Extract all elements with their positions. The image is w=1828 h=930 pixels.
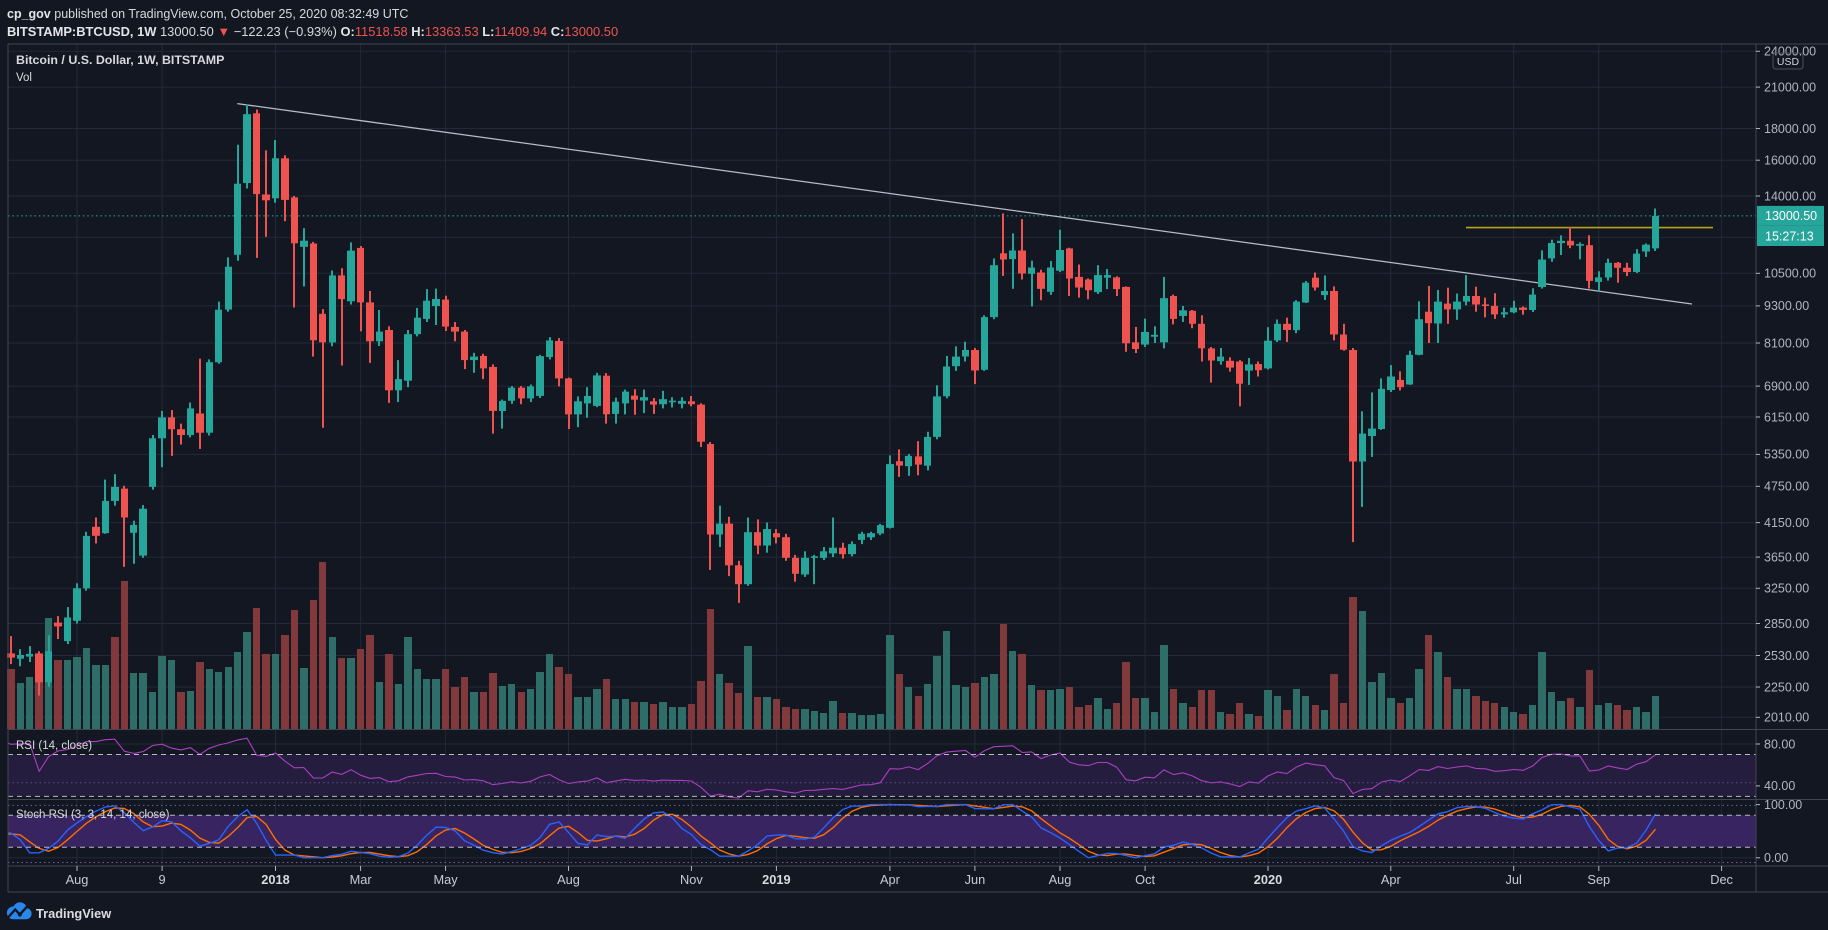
svg-text:5350.00: 5350.00 bbox=[1764, 448, 1809, 462]
svg-text:9300.00: 9300.00 bbox=[1764, 299, 1809, 313]
svg-text:13000.50: 13000.50 bbox=[1765, 209, 1817, 223]
svg-text:18000.00: 18000.00 bbox=[1764, 122, 1816, 136]
svg-text:BITSTAMP:BTCUSD, 1W 13000.50: BITSTAMP:BTCUSD, 1W 13000.50 ▼ −122.23 (… bbox=[7, 24, 618, 39]
svg-text:2250.00: 2250.00 bbox=[1764, 680, 1809, 694]
svg-text:Stoch RSI (3, 3, 14, 14, close: Stoch RSI (3, 3, 14, 14, close) bbox=[16, 809, 170, 821]
svg-text:USD: USD bbox=[1777, 56, 1800, 68]
svg-text:Oct: Oct bbox=[1135, 872, 1155, 887]
svg-text:Nov: Nov bbox=[680, 872, 703, 887]
svg-text:2020: 2020 bbox=[1254, 872, 1282, 887]
svg-text:100.00: 100.00 bbox=[1764, 798, 1802, 812]
svg-text:10500.00: 10500.00 bbox=[1764, 267, 1816, 281]
svg-text:40.00: 40.00 bbox=[1764, 779, 1795, 793]
svg-text:80.00: 80.00 bbox=[1764, 737, 1795, 751]
svg-text:Dec: Dec bbox=[1710, 872, 1733, 887]
svg-text:15:27:13: 15:27:13 bbox=[1765, 229, 1814, 243]
svg-text:TradingView: TradingView bbox=[36, 906, 111, 921]
svg-text:RSI (14, close): RSI (14, close) bbox=[16, 740, 92, 752]
svg-text:9: 9 bbox=[159, 872, 166, 887]
svg-text:Bitcoin / U.S. Dollar, 1W, BIT: Bitcoin / U.S. Dollar, 1W, BITSTAMP bbox=[16, 53, 224, 67]
svg-text:Aug: Aug bbox=[1049, 872, 1072, 887]
svg-text:Sep: Sep bbox=[1587, 872, 1610, 887]
svg-text:Mar: Mar bbox=[350, 872, 373, 887]
svg-text:2530.00: 2530.00 bbox=[1764, 649, 1809, 663]
svg-text:Jun: Jun bbox=[965, 872, 986, 887]
svg-text:8100.00: 8100.00 bbox=[1764, 336, 1809, 350]
svg-text:Vol: Vol bbox=[16, 72, 32, 84]
svg-text:6150.00: 6150.00 bbox=[1764, 410, 1809, 424]
svg-text:Aug: Aug bbox=[557, 872, 580, 887]
svg-text:cp_gov published on TradingVie: cp_gov published on TradingView.com, Oct… bbox=[7, 7, 408, 21]
svg-text:14000.00: 14000.00 bbox=[1764, 189, 1816, 203]
svg-text:Apr: Apr bbox=[880, 872, 901, 887]
svg-text:16000.00: 16000.00 bbox=[1764, 154, 1816, 168]
svg-text:21000.00: 21000.00 bbox=[1764, 80, 1816, 94]
svg-text:3250.00: 3250.00 bbox=[1764, 582, 1809, 596]
svg-text:2019: 2019 bbox=[762, 872, 790, 887]
svg-text:Jul: Jul bbox=[1506, 872, 1522, 887]
svg-text:May: May bbox=[434, 872, 459, 887]
svg-text:Aug: Aug bbox=[66, 872, 89, 887]
svg-text:4150.00: 4150.00 bbox=[1764, 516, 1809, 530]
svg-text:2018: 2018 bbox=[261, 872, 289, 887]
svg-text:3650.00: 3650.00 bbox=[1764, 550, 1809, 564]
svg-text:Apr: Apr bbox=[1381, 872, 1402, 887]
svg-text:0.00: 0.00 bbox=[1764, 851, 1788, 865]
svg-text:2010.00: 2010.00 bbox=[1764, 711, 1809, 725]
svg-text:6900.00: 6900.00 bbox=[1764, 379, 1809, 393]
svg-text:2850.00: 2850.00 bbox=[1764, 617, 1809, 631]
svg-text:4750.00: 4750.00 bbox=[1764, 480, 1809, 494]
